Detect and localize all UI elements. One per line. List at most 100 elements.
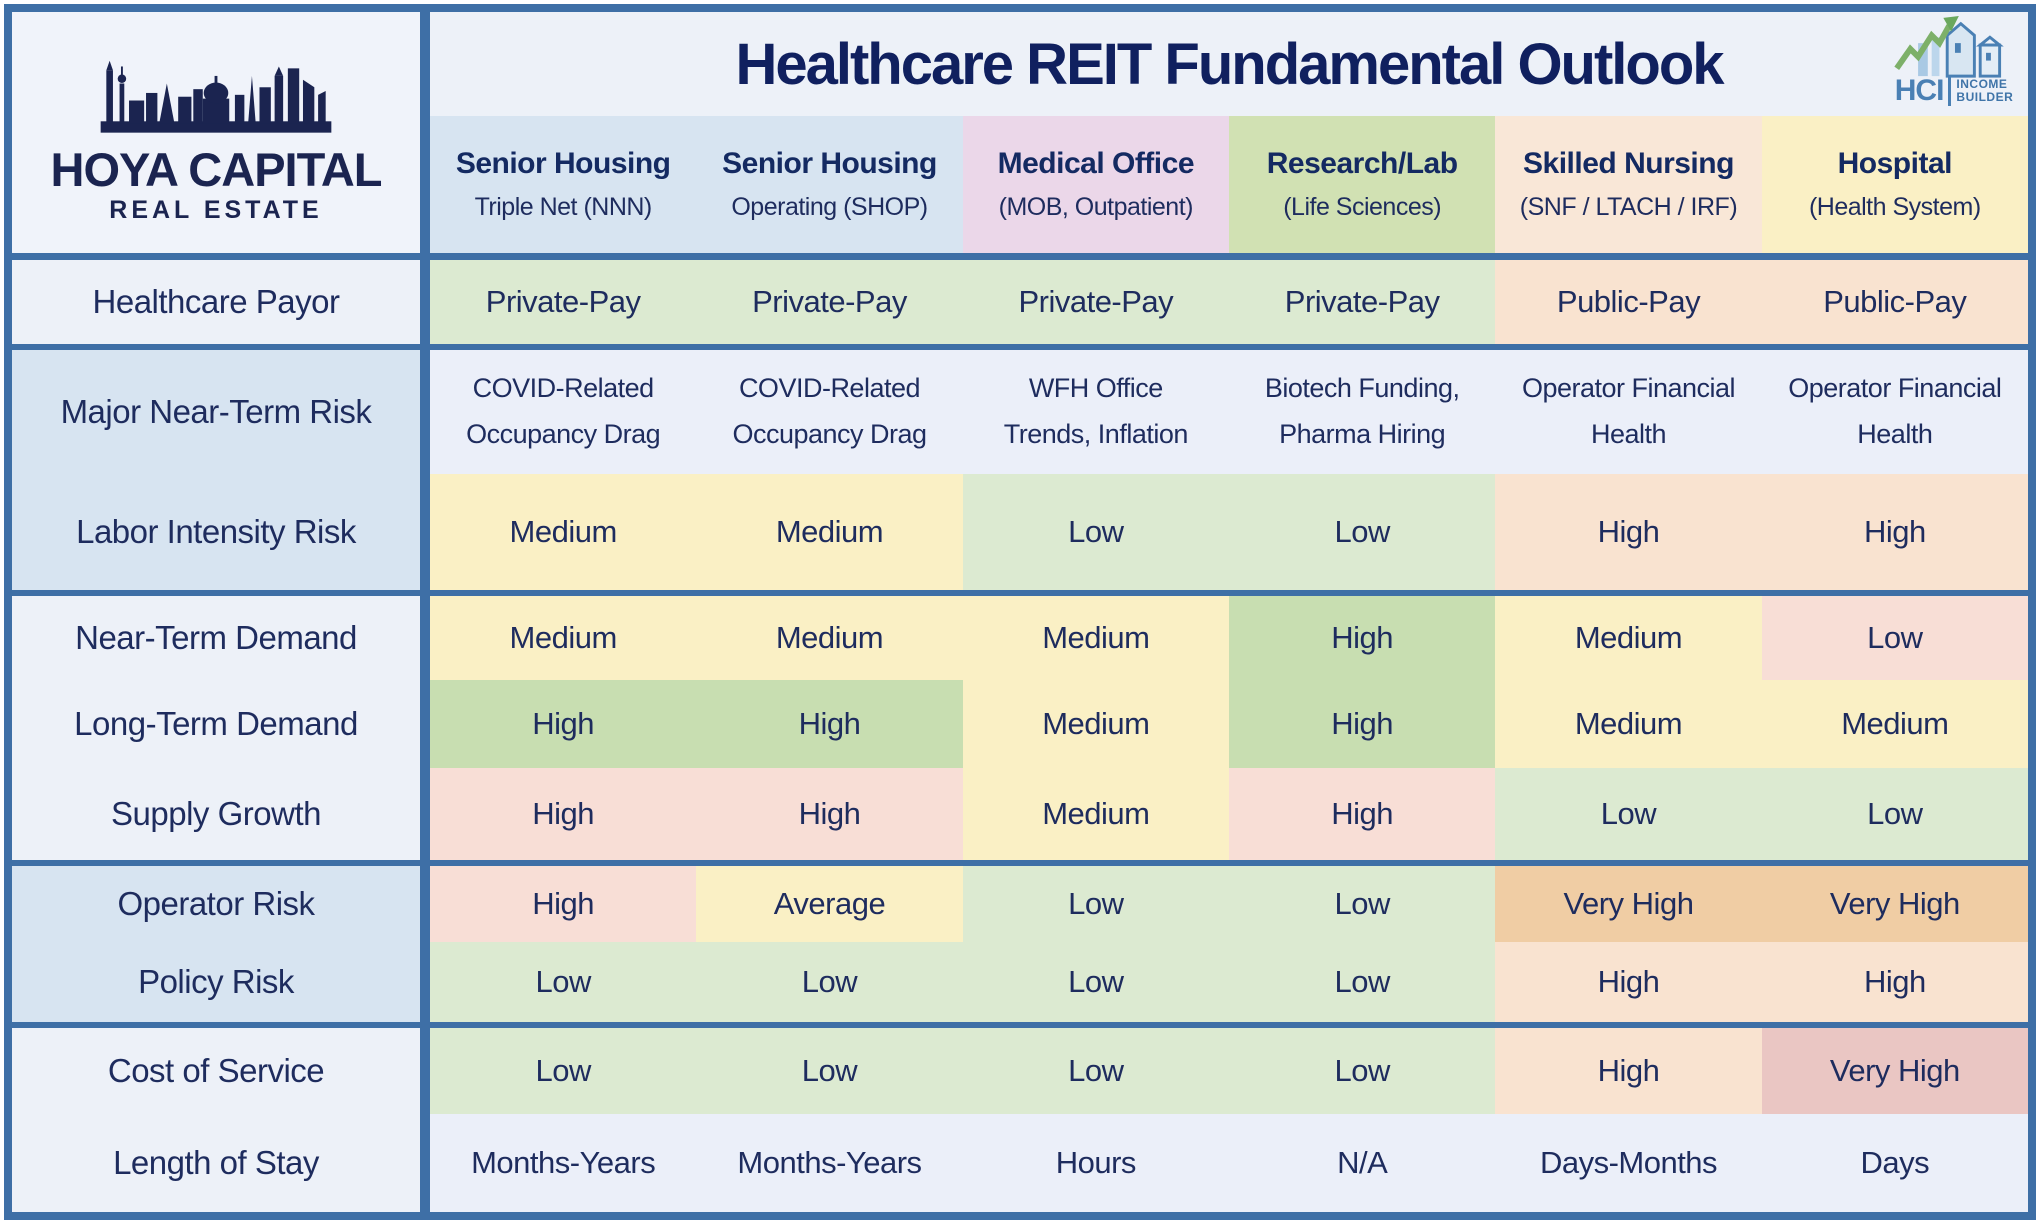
column-header: Medical Office (MOB, Outpatient) <box>962 116 1229 253</box>
table-cell: Hours <box>962 1114 1229 1212</box>
hci-word-builder: BUILDER <box>1956 90 2014 104</box>
column-subtitle: (SNF / LTACH / IRF) <box>1519 193 1738 221</box>
table-cell: High <box>430 768 697 860</box>
table-cell: High <box>696 680 963 768</box>
table-cell: High <box>1495 942 1762 1022</box>
table-cell: Private-Pay <box>962 260 1229 344</box>
table-cell: Medium <box>696 474 963 590</box>
table-cell: Average <box>696 860 963 942</box>
outlook-table: HOYA CAPITAL REAL ESTATE Healthcare REIT… <box>4 4 2036 1220</box>
column-header: Senior Housing Operating (SHOP) <box>696 116 963 253</box>
table-cell: Low <box>962 942 1229 1022</box>
table-cell: Medium <box>696 590 963 680</box>
table-cell: High <box>430 860 697 942</box>
column-title: Medical Office <box>997 147 1195 180</box>
table-cell: COVID-Related Occupancy Drag <box>430 344 697 474</box>
table-cell: Medium <box>430 474 697 590</box>
table-cell: High <box>1495 1022 1762 1114</box>
page-title: Healthcare REIT Fundamental Outlook <box>735 31 1724 97</box>
table-cell: Months-Years <box>430 1114 697 1212</box>
column-title: Skilled Nursing <box>1523 147 1734 180</box>
column-subtitle: Operating (SHOP) <box>731 193 928 221</box>
column-title: Senior Housing <box>722 147 937 180</box>
table-cell: High <box>430 680 697 768</box>
table-cell: Days-Months <box>1495 1114 1762 1212</box>
hci-word-income: INCOME <box>1956 77 2008 92</box>
table-cell: Low <box>696 1022 963 1114</box>
brand-subtitle: REAL ESTATE <box>109 196 323 224</box>
column-subtitle: Triple Net (NNN) <box>474 193 653 221</box>
row-label: Healthcare Payor <box>12 260 430 344</box>
row-label: Near-Term Demand <box>12 590 430 680</box>
table-cell: COVID-Related Occupancy Drag <box>696 344 963 474</box>
table-cell: High <box>1229 768 1496 860</box>
table-cell: High <box>1761 942 2028 1022</box>
table-cell: Operator Financial Health <box>1495 344 1762 474</box>
table-header: Healthcare REIT Fundamental Outlook HCI <box>430 12 2028 260</box>
table-cell: Very High <box>1495 860 1762 942</box>
column-headers: Senior Housing Triple Net (NNN) Senior Hou… <box>430 116 2028 253</box>
column-header: Research/Lab (Life Sciences) <box>1228 116 1496 253</box>
column-title: Senior Housing <box>455 147 671 180</box>
table-cell: Low <box>1229 1022 1496 1114</box>
hci-abbr: HCI <box>1894 74 1945 107</box>
table-cell: Low <box>696 942 963 1022</box>
column-header: Hospital (Health System) <box>1761 116 2028 253</box>
table-cell: Medium <box>430 590 697 680</box>
row-label: Length of Stay <box>12 1114 430 1212</box>
city-skyline-icon <box>100 60 332 133</box>
column-title: Research/Lab <box>1266 147 1458 180</box>
column-header: Senior Housing Triple Net (NNN) <box>430 116 697 253</box>
row-label: Cost of Service <box>12 1022 430 1114</box>
table-cell: High <box>1229 680 1496 768</box>
table-cell: Medium <box>962 768 1229 860</box>
table-cell: Low <box>962 474 1229 590</box>
table-cell: High <box>1761 474 2028 590</box>
table-cell: Low <box>962 1022 1229 1114</box>
table-cell: Low <box>1229 942 1496 1022</box>
table-cell: High <box>1229 590 1496 680</box>
row-label: Policy Risk <box>12 942 430 1022</box>
table-cell: Low <box>962 860 1229 942</box>
table-cell: Biotech Funding, Pharma Hiring <box>1229 344 1496 474</box>
table-cell: Low <box>1495 768 1762 860</box>
table-cell: Low <box>1229 474 1496 590</box>
table-cell: Medium <box>962 590 1229 680</box>
hci-income-builder-logo: HCI INCOME BUILDER <box>1888 14 2020 108</box>
row-label: Long-Term Demand <box>12 680 430 768</box>
table-cell: Medium <box>962 680 1229 768</box>
table-cell: Operator Financial Health <box>1761 344 2028 474</box>
table-cell: Low <box>1761 590 2028 680</box>
table-cell: Medium <box>1761 680 2028 768</box>
column-subtitle: (Life Sciences) <box>1283 193 1442 221</box>
column-header: Skilled Nursing (SNF / LTACH / IRF) <box>1495 116 1762 253</box>
table-cell: Private-Pay <box>430 260 697 344</box>
table-cell: High <box>1495 474 1762 590</box>
column-title: Hospital <box>1837 147 1953 180</box>
row-label: Major Near-Term Risk <box>12 344 430 474</box>
row-label: Labor Intensity Risk <box>12 474 430 590</box>
hoya-capital-logo: HOYA CAPITAL REAL ESTATE <box>12 12 430 260</box>
table-cell: WFH Office Trends, Inflation <box>962 344 1229 474</box>
table-cell: Medium <box>1495 680 1762 768</box>
table-cell: Private-Pay <box>1229 260 1496 344</box>
table-cell: Days <box>1761 1114 2028 1212</box>
table-cell: Low <box>1761 768 2028 860</box>
table-cell: Public-Pay <box>1761 260 2028 344</box>
hci-skyline-icon <box>1894 15 2004 78</box>
table-cell: Public-Pay <box>1495 260 1762 344</box>
table-cell: Low <box>430 1022 697 1114</box>
table-cell: Very High <box>1761 860 2028 942</box>
title-band: Healthcare REIT Fundamental Outlook HCI <box>430 12 2028 116</box>
table-cell: Low <box>1229 860 1496 942</box>
table-cell: High <box>696 768 963 860</box>
table-cell: Months-Years <box>696 1114 963 1212</box>
table-cell: N/A <box>1229 1114 1496 1212</box>
hci-divider <box>1948 76 1952 106</box>
table-cell: Low <box>430 942 697 1022</box>
column-subtitle: (MOB, Outpatient) <box>998 193 1194 221</box>
row-label: Operator Risk <box>12 860 430 942</box>
table-cell: Medium <box>1495 590 1762 680</box>
column-subtitle: (Health System) <box>1808 193 1981 221</box>
